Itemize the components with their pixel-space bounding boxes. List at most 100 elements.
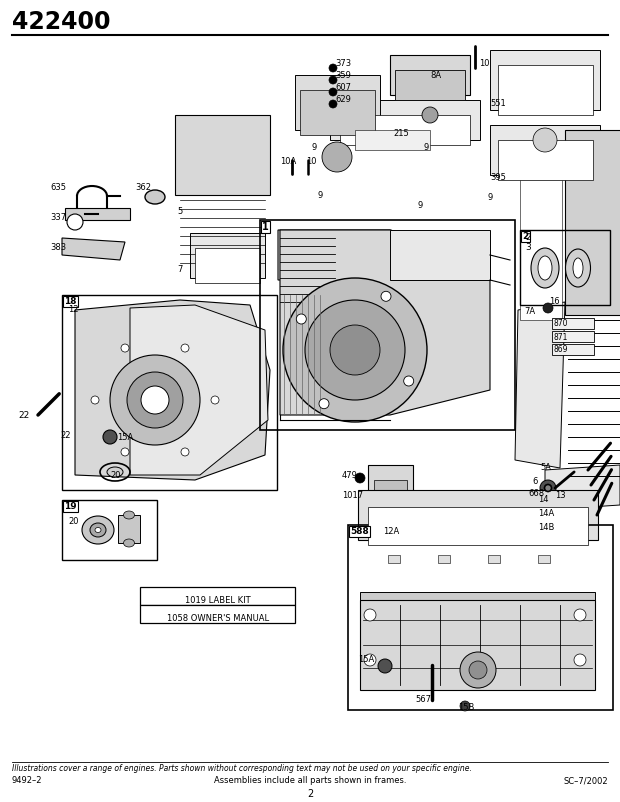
Circle shape [330,325,380,375]
Circle shape [127,372,183,428]
Text: 373: 373 [335,59,351,67]
Circle shape [103,430,117,444]
Text: 19: 19 [64,502,77,511]
Circle shape [544,484,552,492]
Polygon shape [130,305,268,475]
Bar [520,230,610,305]
Text: 9: 9 [312,144,317,152]
Text: 869: 869 [553,346,567,354]
Circle shape [329,76,337,84]
Text: 5A: 5A [540,464,551,472]
Text: 2: 2 [525,233,531,241]
Text: 588: 588 [350,527,369,536]
Bar [552,344,594,355]
Circle shape [319,399,329,409]
Bar [175,115,270,195]
Circle shape [181,344,189,352]
Text: 7A: 7A [524,307,535,317]
Circle shape [329,64,337,72]
Text: 9: 9 [487,193,492,202]
Text: 9: 9 [424,144,429,152]
Polygon shape [280,230,490,415]
Bar [368,507,588,545]
Circle shape [121,344,129,352]
Circle shape [110,355,200,445]
Bar [395,70,465,100]
Text: Assemblies include all parts shown in frames.: Assemblies include all parts shown in fr… [214,776,406,785]
Text: 13: 13 [555,491,565,500]
Bar [348,525,613,710]
Bar [355,130,430,150]
Ellipse shape [538,256,552,280]
Circle shape [355,473,365,483]
Circle shape [121,448,129,456]
Circle shape [378,659,392,673]
Text: 2: 2 [307,789,313,799]
Bar [498,65,593,115]
Circle shape [364,654,376,666]
Text: 1017: 1017 [342,491,363,500]
Circle shape [211,396,219,404]
Text: 5: 5 [177,208,182,217]
Bar [552,331,594,342]
Ellipse shape [107,467,123,477]
Circle shape [383,510,397,524]
Text: 567: 567 [415,695,431,704]
Text: 1019 LABEL KIT: 1019 LABEL KIT [185,596,251,605]
Circle shape [364,609,376,621]
Bar [65,208,130,220]
Bar [490,125,600,175]
Text: 395: 395 [490,173,506,183]
Bar [140,587,295,605]
Text: 6: 6 [532,477,538,487]
Bar [195,248,260,283]
Text: 3: 3 [525,244,531,253]
Bar [388,555,400,563]
Text: 871: 871 [553,333,567,342]
Bar [552,318,594,329]
Text: 337: 337 [50,213,66,222]
Text: 20: 20 [110,471,120,480]
Text: 629: 629 [335,95,351,103]
Ellipse shape [123,511,135,519]
Circle shape [305,300,405,400]
Circle shape [533,128,557,152]
Bar [190,233,265,278]
Circle shape [540,480,556,496]
Bar [490,50,600,110]
Bar [390,230,490,280]
Circle shape [381,291,391,302]
Ellipse shape [531,248,559,288]
Text: SC–7/2002: SC–7/2002 [564,776,608,785]
Circle shape [460,701,470,711]
Bar [62,295,277,490]
Polygon shape [545,465,620,510]
Bar [438,555,450,563]
Text: 215: 215 [393,128,409,137]
Polygon shape [515,302,565,468]
Polygon shape [360,600,595,690]
Text: 1: 1 [262,222,268,232]
Bar [358,490,598,540]
Text: Illustrations cover a range of engines. Parts shown without corresponding text m: Illustrations cover a range of engines. … [12,764,472,773]
Text: 383: 383 [50,244,66,253]
Bar [374,480,407,505]
Text: 7: 7 [177,265,182,274]
Ellipse shape [573,258,583,278]
Bar [295,75,380,130]
Text: 20: 20 [68,517,79,526]
Text: 1058 OWNER'S MANUAL: 1058 OWNER'S MANUAL [167,614,269,623]
Text: 870: 870 [553,319,567,329]
Bar [62,500,157,560]
Polygon shape [75,300,270,480]
Text: 479: 479 [342,471,358,480]
Text: 668: 668 [528,489,544,499]
Circle shape [404,376,414,386]
Bar [488,555,500,563]
Bar [498,140,593,180]
Circle shape [322,142,352,172]
Text: 12A: 12A [383,528,399,537]
Circle shape [67,214,83,230]
Bar [300,90,375,135]
Text: 10A: 10A [280,157,296,167]
